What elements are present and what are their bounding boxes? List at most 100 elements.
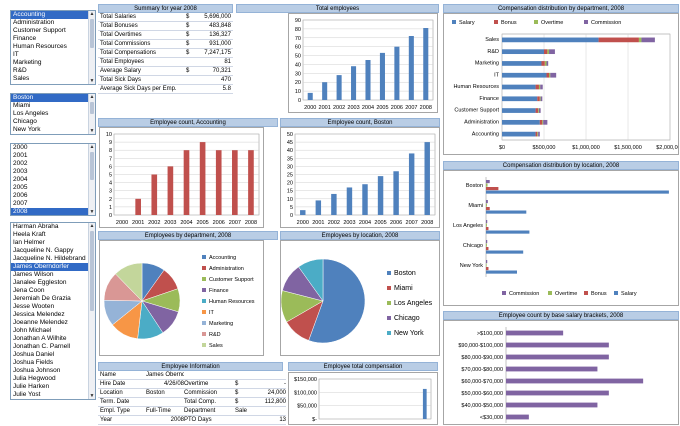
legend-swatch: [202, 310, 206, 314]
summary-label: Total Compensations: [100, 50, 157, 56]
list-item[interactable]: R&D: [13, 67, 27, 74]
scroll-up-arrow-icon[interactable]: ▲: [89, 94, 95, 100]
info-cell: [184, 371, 234, 380]
bar-segment: [540, 96, 543, 102]
list-item[interactable]: James Oberndorfer: [11, 263, 95, 271]
list-item[interactable]: Accounting: [11, 11, 95, 19]
list-item[interactable]: Janalee Eggleston: [13, 279, 67, 286]
list-item[interactable]: James Wilson: [13, 271, 54, 278]
list-item[interactable]: Jessica Melendez: [13, 311, 65, 318]
scrollbar[interactable]: ▲ ▼: [88, 223, 95, 399]
list-item[interactable]: Julie Yost: [13, 391, 41, 398]
legend-swatch: [202, 288, 206, 292]
list-item[interactable]: Katherine Battah: [11, 399, 95, 400]
list-item[interactable]: Heela Kraft: [13, 231, 46, 238]
scroll-down-arrow-icon[interactable]: ▼: [89, 209, 95, 215]
scroll-down-arrow-icon[interactable]: ▼: [89, 393, 95, 399]
scrollbar[interactable]: ▲ ▼: [88, 94, 95, 134]
list-item[interactable]: Harman Abraha: [13, 223, 59, 230]
list-item[interactable]: Customer Support: [13, 27, 66, 34]
list-item[interactable]: Human Resources: [13, 43, 67, 50]
employee-listbox[interactable]: Harman Abraha Heela Kraft Ian Helmer Jacque…: [10, 222, 96, 400]
list-item[interactable]: Boston: [11, 94, 95, 102]
list-item[interactable]: Administration: [13, 19, 55, 26]
loc-pie-header: Employees by location, 2008: [280, 231, 440, 240]
bar-segment: [537, 131, 539, 137]
bar: [331, 193, 337, 215]
list-item[interactable]: 2002: [13, 160, 28, 167]
list-item[interactable]: Joshua Johnson: [13, 367, 61, 374]
legend-label: Finance: [209, 288, 229, 294]
list-item[interactable]: Joshua Fields: [13, 359, 54, 366]
list-item[interactable]: 2004: [13, 176, 28, 183]
scroll-thumb[interactable]: [90, 231, 94, 311]
y-tick-label: 5: [109, 173, 112, 179]
list-item[interactable]: Sales: [13, 75, 30, 82]
scroll-up-arrow-icon[interactable]: ▲: [89, 144, 95, 150]
list-item[interactable]: Jonathan A Wilhite: [13, 335, 67, 342]
year-listbox[interactable]: 2000 2001 2002 2003 2004 2005 2006 2007 2008 ▲ ▼: [10, 143, 96, 216]
bar: [379, 52, 385, 100]
x-tick-label: 2008: [245, 220, 257, 226]
list-item[interactable]: John Michael: [13, 327, 52, 334]
scroll-up-arrow-icon[interactable]: ▲: [89, 223, 95, 229]
bar: [486, 267, 489, 271]
scroll-down-arrow-icon[interactable]: ▼: [89, 128, 95, 134]
scroll-down-arrow-icon[interactable]: ▼: [89, 78, 95, 84]
department-listbox[interactable]: Accounting Administration Customer Support…: [10, 10, 96, 85]
y-tick-label: 1: [109, 205, 112, 211]
y-category-label: Human Resources: [453, 84, 499, 90]
legend-label: Human Resources: [209, 299, 255, 305]
list-item[interactable]: Julie Harken: [13, 383, 50, 390]
y-tick-label: 0: [298, 98, 301, 104]
list-item[interactable]: 2001: [13, 152, 28, 159]
list-item[interactable]: Finance: [13, 35, 37, 42]
bar: [362, 184, 368, 215]
x-tick-label: 2001: [132, 220, 144, 226]
list-item[interactable]: Chicago: [13, 118, 37, 125]
bar-segment: [537, 96, 540, 102]
legend-label: Salary: [459, 20, 475, 26]
summary-row: [98, 13, 233, 22]
list-item[interactable]: Jacqueline N. Hildebrand: [13, 255, 86, 262]
employee-comp-chart: $- $50,000 $100,000 $150,000: [288, 372, 438, 425]
scrollbar[interactable]: ▲ ▼: [88, 11, 95, 84]
list-item[interactable]: Marketing: [13, 59, 42, 66]
scroll-thumb[interactable]: [90, 102, 94, 114]
list-item[interactable]: Jeremiah De Grazia: [13, 295, 71, 302]
y-category-label: IT: [494, 72, 500, 78]
list-item[interactable]: 2003: [13, 168, 28, 175]
scroll-thumb[interactable]: [90, 19, 94, 48]
list-item[interactable]: 2006: [13, 192, 28, 199]
list-item[interactable]: 2008: [11, 208, 95, 215]
y-tick-label: 40: [287, 148, 293, 154]
list-item[interactable]: Joshua Daniel: [13, 351, 55, 358]
bar-segment: [539, 96, 541, 102]
y-tick-label: 20: [295, 80, 301, 86]
scroll-up-arrow-icon[interactable]: ▲: [89, 11, 95, 17]
list-item[interactable]: 2005: [13, 184, 28, 191]
info-cell: Year: [100, 417, 113, 423]
list-item[interactable]: Jacqueline N. Gappy: [13, 247, 74, 254]
list-item[interactable]: Jesse Wooten: [13, 303, 55, 310]
list-item[interactable]: Los Angeles: [13, 110, 49, 117]
list-item[interactable]: IT: [13, 51, 19, 58]
list-item[interactable]: 2000: [13, 144, 28, 151]
y-tick-label: 70: [295, 36, 301, 42]
list-item[interactable]: New York: [13, 126, 41, 133]
list-item[interactable]: Miami: [13, 102, 31, 109]
boston-count-chart: 0 5 10 15 20 25 30 35 40 45 50 2000 2001 2002 2003 2004…: [280, 127, 440, 228]
total-employees-header: Total employees: [236, 4, 439, 13]
scrollbar[interactable]: ▲ ▼: [88, 144, 95, 215]
list-item[interactable]: Joeanne Melendez: [13, 319, 68, 326]
list-item[interactable]: Julia Hegwood: [13, 375, 56, 382]
location-listbox[interactable]: Boston Miami Los Angeles Chicago New York ▲ ▼: [10, 93, 96, 135]
info-cell: $: [235, 390, 239, 396]
list-item[interactable]: Jonathan C. Parnell: [13, 343, 71, 350]
list-item[interactable]: Jena Coon: [13, 287, 45, 294]
list-item[interactable]: 2007: [13, 200, 28, 207]
x-tick-label: 2006: [391, 105, 403, 111]
scroll-thumb[interactable]: [90, 152, 94, 180]
info-cell: 2008: [170, 417, 184, 423]
list-item[interactable]: Ian Helmer: [13, 239, 45, 246]
